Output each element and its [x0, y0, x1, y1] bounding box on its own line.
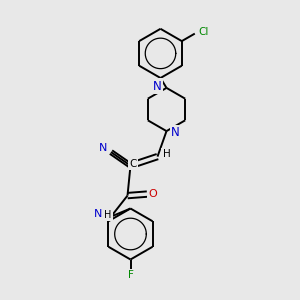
Text: F: F	[128, 270, 134, 280]
Text: O: O	[148, 189, 158, 199]
Text: H: H	[163, 149, 170, 159]
Text: N: N	[94, 208, 102, 219]
Text: Cl: Cl	[198, 27, 209, 37]
Text: N: N	[153, 80, 162, 93]
Text: H: H	[104, 210, 112, 220]
Text: C: C	[129, 159, 137, 169]
Text: N: N	[99, 143, 107, 154]
Text: N: N	[171, 126, 180, 139]
